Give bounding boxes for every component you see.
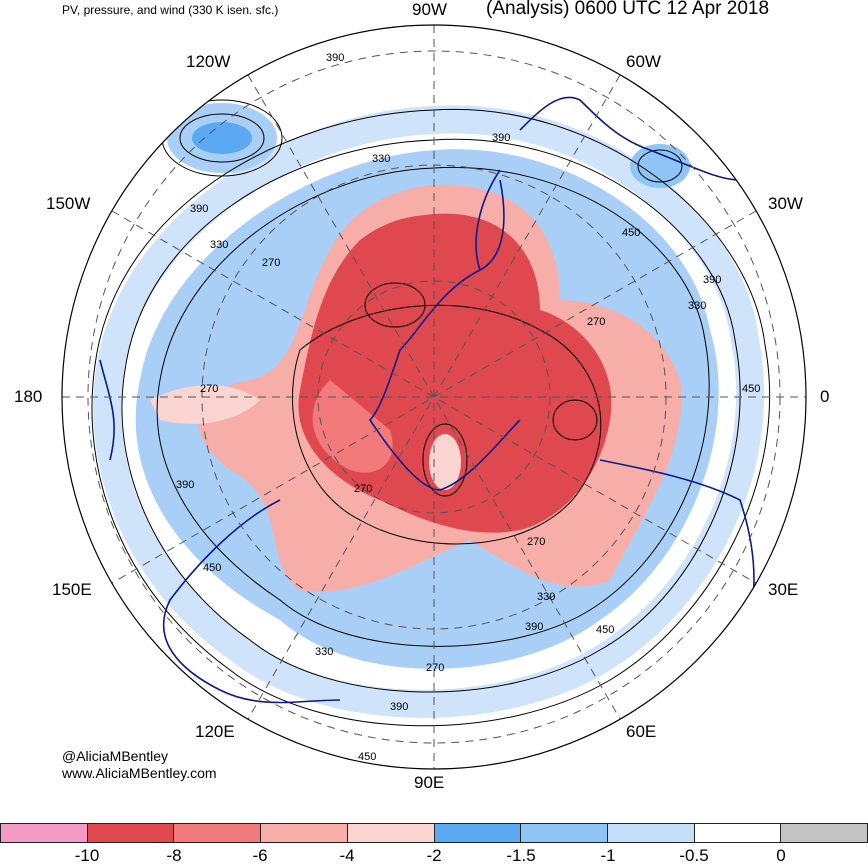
lon-label-60e: 60E	[626, 722, 657, 741]
contour-label: 450	[742, 383, 760, 395]
pv-lightblue-outer	[93, 105, 765, 718]
lon-label-0: 0	[820, 387, 830, 406]
colorbar-tick-label: -8	[166, 846, 182, 865]
contour-label: 390	[326, 52, 344, 64]
colorbar-swatch	[261, 823, 348, 843]
graticule	[62, 25, 806, 769]
lon-label-150w: 150W	[46, 194, 91, 213]
colorbar-swatch	[694, 823, 782, 843]
colorbar-tick-label: -1.5	[506, 846, 536, 865]
colorbar-tick-label: 0	[776, 846, 786, 865]
lon-label-90w: 90W	[412, 0, 447, 19]
contour-label: 330	[688, 300, 706, 312]
colorbar-swatch	[174, 823, 262, 843]
contour-label: 390	[525, 621, 543, 633]
lon-label-120e: 120E	[195, 722, 235, 741]
credit-handle: @AliciaMBentley	[62, 748, 169, 764]
colorbar-tick-label: -2	[426, 846, 442, 865]
contour-label-group: 390 390 330 390 330 270 450 390 330 270 …	[176, 52, 760, 763]
pv-blue-pocket-ne	[630, 144, 690, 188]
lon-label-60w: 60W	[626, 52, 661, 71]
lon-label-180: 180	[14, 387, 43, 406]
contour-label: 390	[390, 701, 408, 713]
polar-map: 390 390 330 390 330 270 450 390 330 270 …	[61, 24, 807, 770]
colorbar-swatch	[0, 823, 88, 843]
contour-label: 450	[622, 227, 640, 239]
credit-website: www.AliciaMBentley.com	[62, 765, 217, 781]
map-subtitle: PV, pressure, and wind (330 K isen. sfc.…	[62, 3, 279, 17]
contour-label: 330	[315, 646, 333, 658]
map-fields: 390 390 330 390 330 270 450 390 330 270 …	[62, 25, 806, 769]
contour-label: 390	[703, 274, 721, 286]
colorbar-swatch	[434, 823, 522, 843]
colorbar-swatch	[521, 823, 608, 843]
contour-label: 450	[203, 562, 221, 574]
pv-blue-core-nw	[192, 122, 252, 154]
lon-label-30e: 30E	[768, 580, 799, 599]
colorbar-tick-label: -6	[252, 846, 268, 865]
pv-pink-tongue	[150, 385, 260, 424]
colorbar-tick-label: -1	[600, 846, 616, 865]
lon-label-90e: 90E	[414, 773, 445, 792]
colorbar-swatch	[781, 823, 868, 843]
contour-label: 450	[596, 624, 614, 636]
contour-label: 450	[358, 751, 376, 763]
colorbar-tick-label: -10	[74, 846, 100, 865]
contour-label: 330	[372, 153, 390, 165]
lon-label-120w: 120W	[186, 52, 231, 71]
contour-label: 390	[492, 132, 510, 144]
map-boundary	[61, 24, 807, 770]
coastlines	[99, 96, 755, 704]
pv-red-lobe	[312, 380, 393, 473]
contour-label: 270	[587, 316, 605, 328]
pressure-contours	[91, 99, 771, 727]
colorbar-tick-label: -4	[339, 846, 355, 865]
contour-label: 270	[527, 536, 545, 548]
contour-label: 270	[200, 383, 218, 395]
contour-label: 330	[210, 239, 228, 251]
lon-label-150e: 150E	[52, 580, 92, 599]
contour-label: 270	[426, 662, 444, 674]
map-title: (Analysis) 0600 UTC 12 Apr 2018	[486, 0, 770, 19]
contour-label: 270	[262, 257, 280, 269]
pv-light-pocket	[429, 434, 461, 490]
contour-label: 390	[190, 203, 208, 215]
colorbar-swatch	[87, 823, 175, 843]
colorbar	[0, 823, 868, 843]
colorbar-swatch	[347, 823, 435, 843]
colorbar-swatch	[607, 823, 695, 843]
lon-label-30w: 30W	[768, 194, 803, 213]
contour-label: 390	[176, 479, 194, 491]
contour-label: 330	[537, 591, 555, 603]
contour-label: 270	[354, 483, 372, 495]
colorbar-tick-label: -0.5	[679, 846, 709, 865]
